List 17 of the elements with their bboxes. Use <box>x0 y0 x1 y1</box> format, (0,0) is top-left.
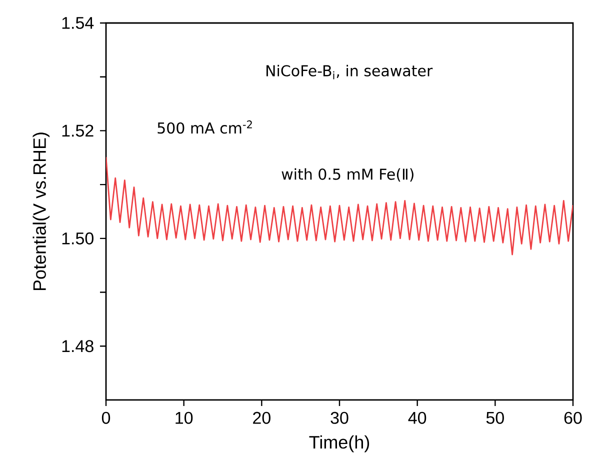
x-tick-label: 10 <box>176 412 193 424</box>
annotation: 500 mA cm$^{-2}$ <box>158 120 252 134</box>
x-tick-label: 30 <box>330 412 348 424</box>
x-tick-label: 60 <box>564 412 582 424</box>
annotation: NiCoFe-B$_{i}$, in seawater <box>266 64 433 80</box>
x-axis-title: Time(h) <box>309 435 370 452</box>
x-tick-label: 50 <box>486 412 504 424</box>
x-tick-label: 20 <box>253 412 270 424</box>
y-tick-label: 1.52 <box>62 124 94 137</box>
y-tick-label: 1.54 <box>62 17 94 29</box>
y-axis-title: Potential(V vs.RHE) <box>32 132 50 290</box>
y-tick-label: 1.48 <box>62 340 94 352</box>
y-tick-label: 1.50 <box>62 232 94 244</box>
line-series <box>106 156 573 256</box>
x-tick-label: 0 <box>102 412 110 424</box>
x-tick-label: 40 <box>408 412 426 424</box>
annotation: with 0.5 mM Fe(Ⅱ) <box>282 168 414 182</box>
